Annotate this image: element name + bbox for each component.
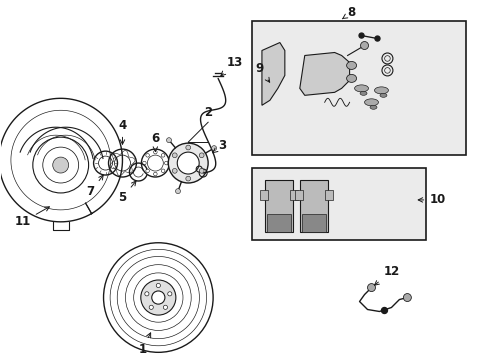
Ellipse shape: [374, 87, 387, 94]
Bar: [260, 190, 267, 200]
Circle shape: [199, 153, 203, 158]
Circle shape: [53, 157, 68, 173]
Bar: [251, 21, 465, 155]
Circle shape: [175, 189, 180, 194]
Text: 10: 10: [417, 193, 445, 206]
Text: 8: 8: [342, 6, 355, 19]
Text: 5: 5: [118, 181, 136, 204]
Circle shape: [172, 168, 177, 173]
Circle shape: [381, 307, 386, 314]
Text: 12: 12: [374, 265, 399, 285]
Circle shape: [199, 168, 203, 173]
Ellipse shape: [346, 62, 356, 69]
Ellipse shape: [369, 105, 376, 109]
Text: 7: 7: [86, 175, 103, 198]
Circle shape: [360, 41, 368, 50]
Bar: [289, 190, 297, 200]
Polygon shape: [299, 53, 349, 95]
Ellipse shape: [354, 85, 368, 92]
Circle shape: [168, 143, 208, 183]
Circle shape: [166, 138, 171, 143]
Circle shape: [156, 283, 160, 288]
Text: 6: 6: [151, 132, 159, 151]
Circle shape: [185, 176, 190, 181]
Circle shape: [177, 152, 199, 174]
Text: 13: 13: [221, 56, 243, 76]
Circle shape: [149, 305, 153, 309]
Text: 9: 9: [255, 62, 269, 82]
Text: 3: 3: [212, 139, 225, 153]
Polygon shape: [262, 42, 285, 105]
Circle shape: [151, 291, 164, 304]
Circle shape: [374, 36, 379, 41]
Circle shape: [144, 292, 149, 296]
Circle shape: [167, 292, 171, 296]
Bar: [264, 180, 292, 232]
Circle shape: [358, 33, 363, 38]
Circle shape: [163, 305, 167, 309]
Bar: [251, 168, 426, 240]
Circle shape: [141, 280, 176, 315]
Ellipse shape: [379, 93, 386, 97]
Bar: [324, 190, 332, 200]
Bar: [266, 214, 290, 232]
Circle shape: [367, 284, 375, 292]
Circle shape: [403, 293, 410, 302]
Bar: [301, 214, 325, 232]
Ellipse shape: [359, 91, 366, 95]
Circle shape: [172, 153, 177, 158]
Text: 1: 1: [138, 333, 150, 356]
Circle shape: [103, 243, 213, 352]
Circle shape: [185, 145, 190, 150]
Bar: [299, 180, 327, 232]
Ellipse shape: [346, 75, 356, 82]
Text: 4: 4: [118, 119, 126, 144]
Ellipse shape: [364, 99, 378, 106]
Circle shape: [211, 146, 216, 150]
Text: 2: 2: [203, 106, 212, 119]
Text: 11: 11: [15, 207, 49, 228]
Bar: [294, 190, 302, 200]
